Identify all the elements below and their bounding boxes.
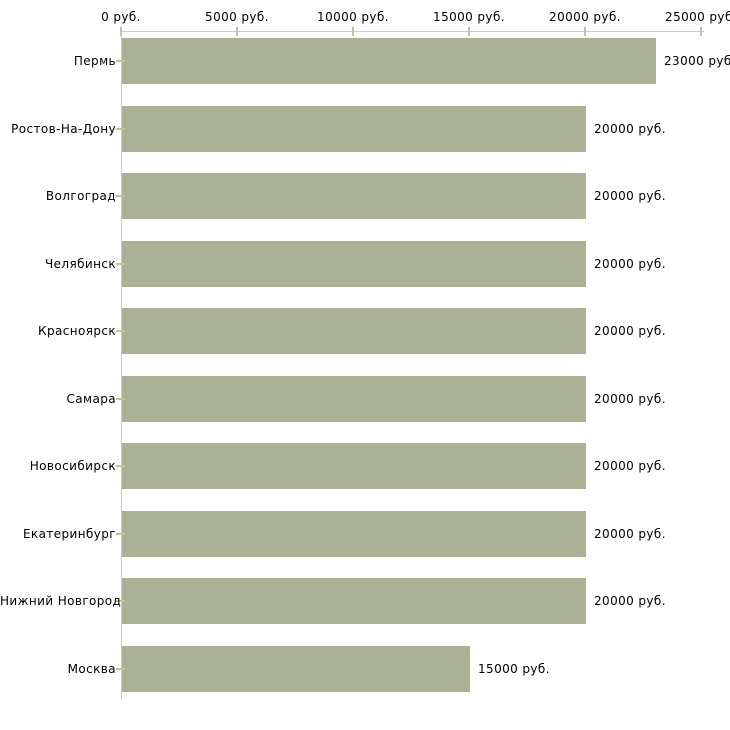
value-label: 20000 руб. — [594, 324, 666, 338]
value-label: 15000 руб. — [478, 662, 550, 676]
x-axis-line — [121, 31, 704, 32]
bar — [122, 308, 586, 354]
value-label: 20000 руб. — [594, 594, 666, 608]
x-axis-tick — [468, 27, 470, 36]
y-axis-tick — [116, 398, 125, 400]
category-label: Красноярск — [38, 324, 116, 338]
bar — [122, 241, 586, 287]
category-label: Екатеринбург — [22, 527, 116, 541]
bar — [122, 578, 586, 624]
x-axis-tick-label: 5000 руб. — [205, 10, 269, 24]
value-label: 20000 руб. — [594, 122, 666, 136]
bar — [122, 443, 586, 489]
bar — [122, 511, 586, 557]
bar — [122, 173, 586, 219]
x-axis-tick — [236, 27, 238, 36]
value-label: 20000 руб. — [594, 189, 666, 203]
category-label: Новосибирск — [29, 459, 116, 473]
value-label: 20000 руб. — [594, 527, 666, 541]
value-label: 20000 руб. — [594, 257, 666, 271]
category-label: Москва — [67, 662, 116, 676]
x-axis-tick-label: 10000 руб. — [317, 10, 389, 24]
category-label: Волгоград — [45, 189, 116, 203]
value-label: 23000 руб. — [664, 54, 730, 68]
category-label: Нижний Новгород — [0, 594, 122, 608]
bar — [122, 376, 586, 422]
category-label: Пермь — [73, 54, 116, 68]
y-axis-tick — [116, 465, 125, 467]
y-axis-tick — [116, 533, 125, 535]
x-axis-tick — [700, 27, 702, 36]
bar — [122, 646, 470, 692]
category-label: Челябинск — [45, 257, 116, 271]
y-axis-line — [121, 31, 122, 700]
value-label: 20000 руб. — [594, 459, 666, 473]
x-axis-tick-label: 20000 руб. — [549, 10, 621, 24]
x-axis-tick — [584, 27, 586, 36]
y-axis-tick — [116, 128, 125, 130]
y-axis-tick — [116, 195, 125, 197]
x-axis-tick — [120, 27, 122, 36]
bar — [122, 38, 656, 84]
y-axis-tick — [116, 668, 125, 670]
category-label: Ростов-На-Дону — [11, 122, 116, 136]
x-axis-tick-label: 25000 руб. — [665, 10, 730, 24]
y-axis-tick — [116, 263, 125, 265]
y-axis-tick — [116, 60, 125, 62]
bar — [122, 106, 586, 152]
category-label: Самара — [66, 392, 116, 406]
y-axis-tick — [116, 600, 125, 602]
x-axis-tick — [352, 27, 354, 36]
x-axis-tick-label: 15000 руб. — [433, 10, 505, 24]
x-axis-tick-label: 0 руб. — [101, 10, 141, 24]
value-label: 20000 руб. — [594, 392, 666, 406]
y-axis-tick — [116, 330, 125, 332]
